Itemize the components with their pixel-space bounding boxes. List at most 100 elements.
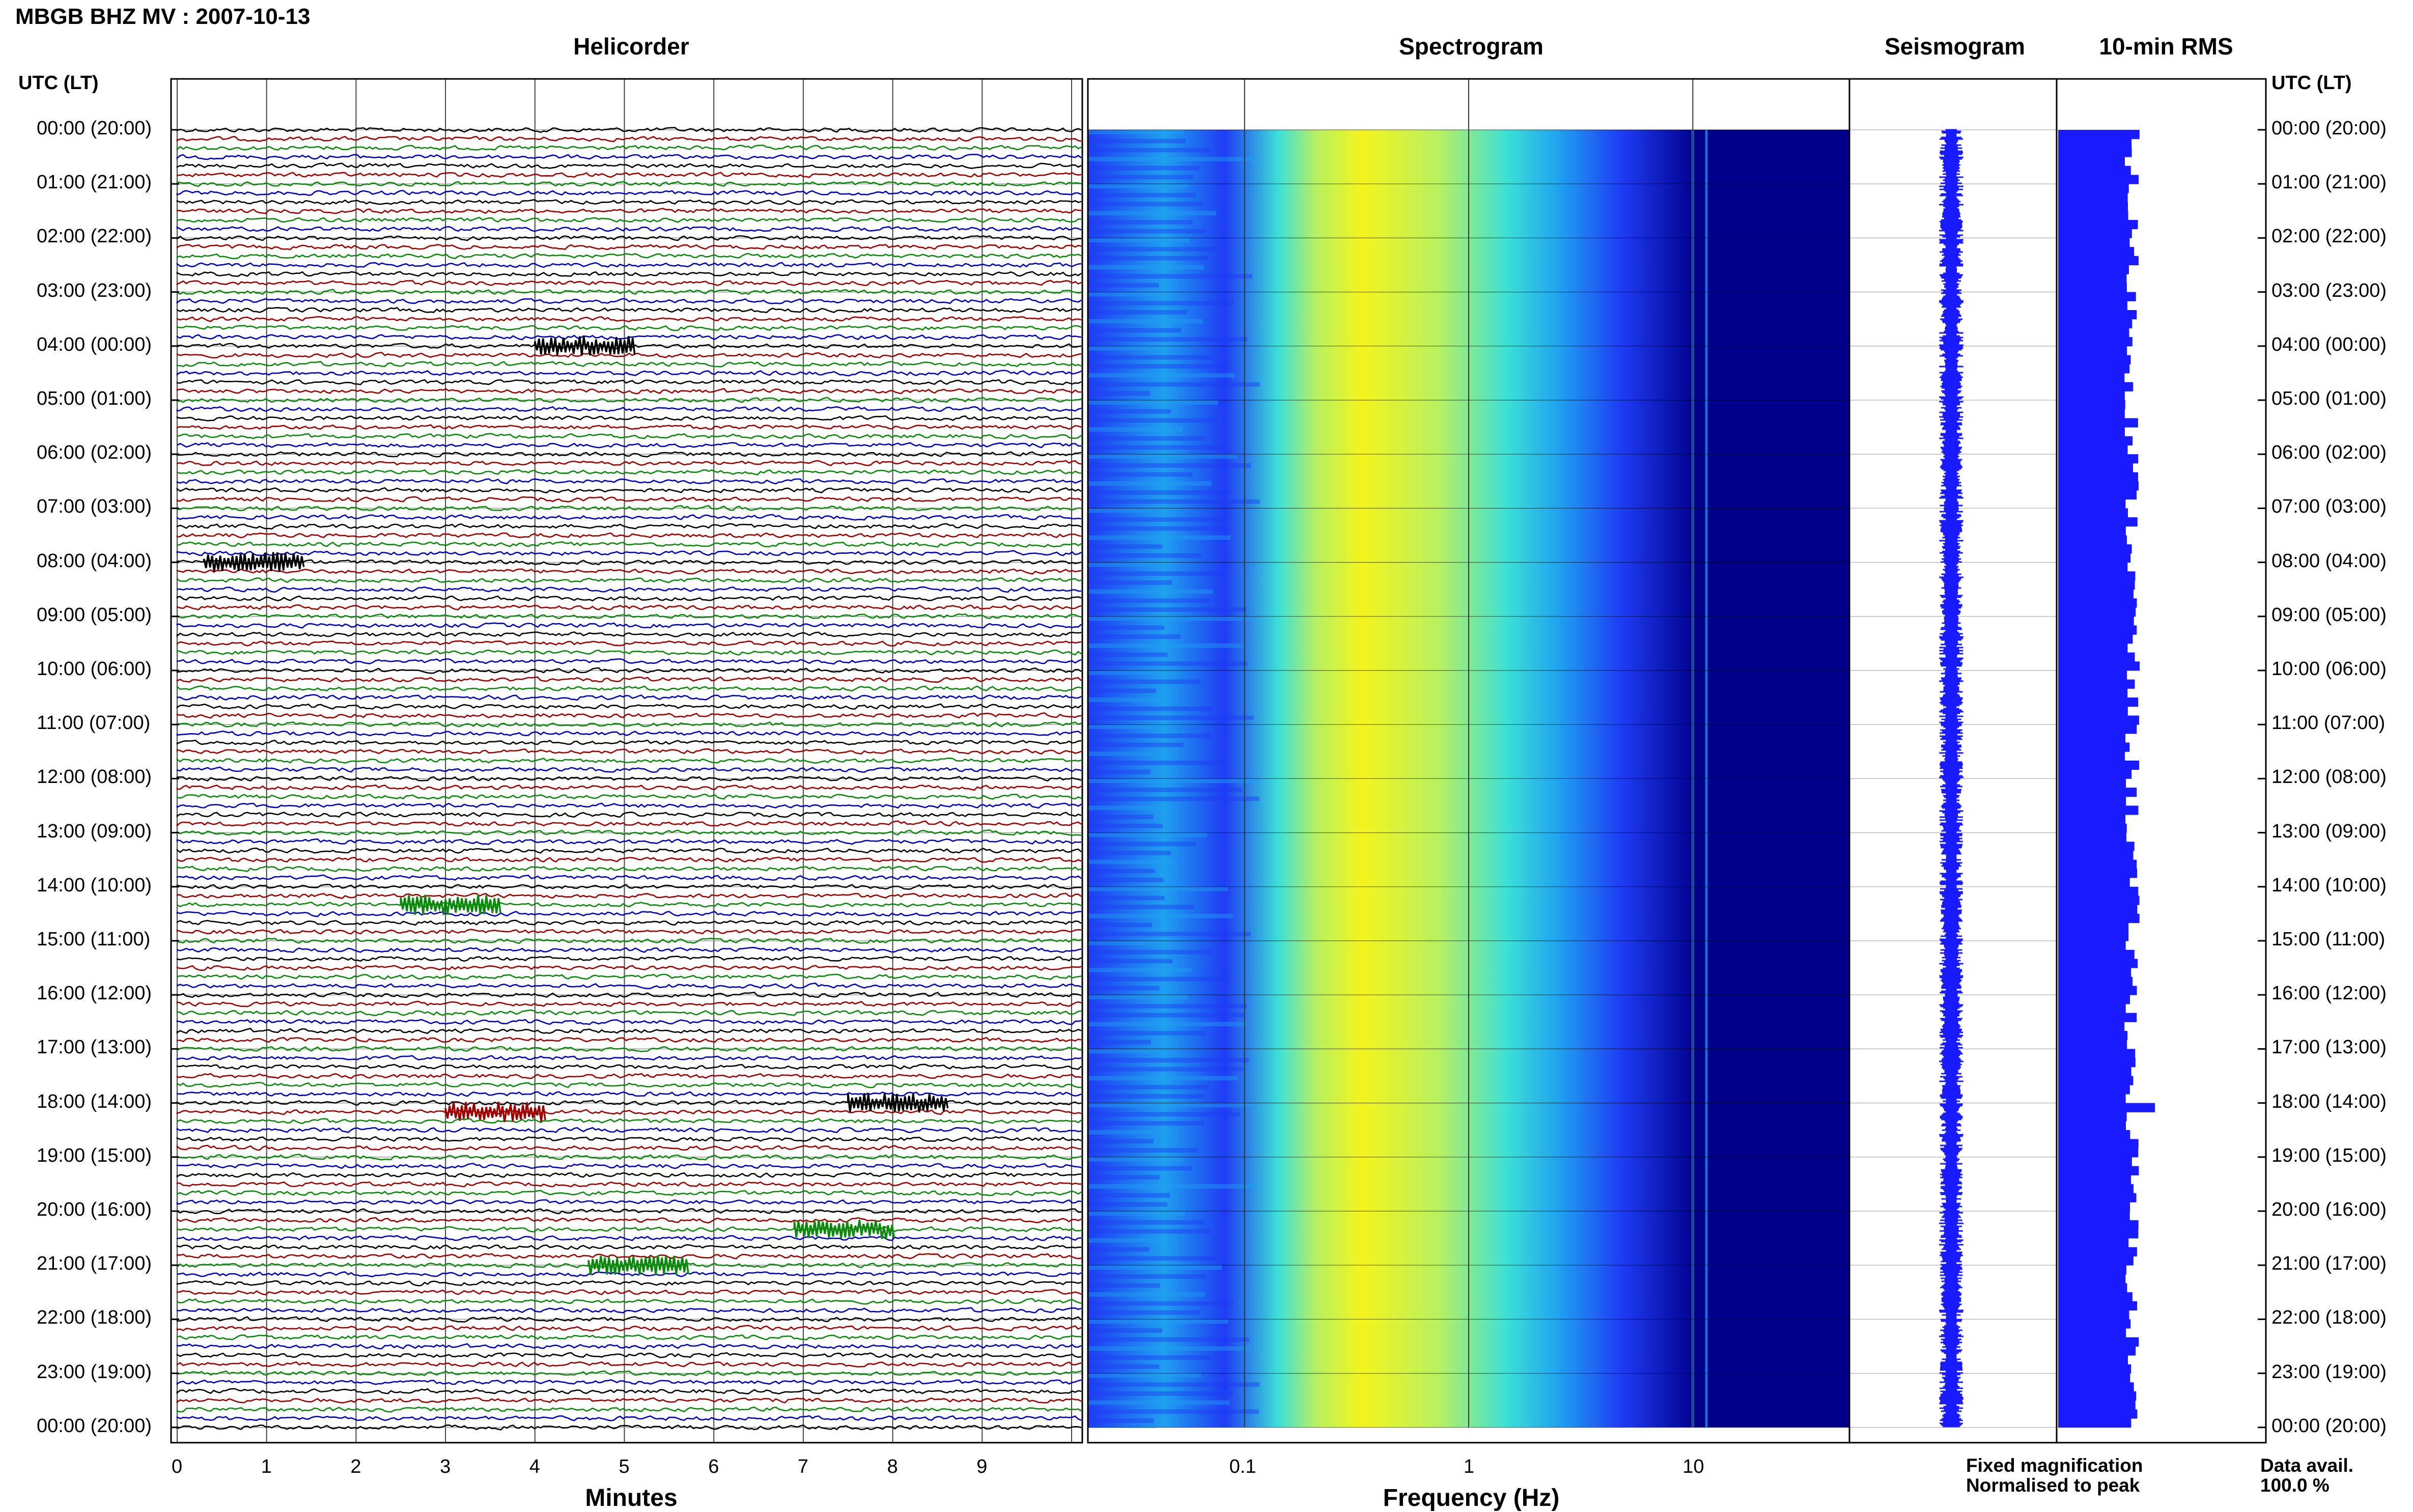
rms-bar bbox=[2058, 1373, 2130, 1383]
rms-bar bbox=[2058, 823, 2127, 833]
rms-bar bbox=[2058, 995, 2130, 1004]
rms-bar bbox=[2058, 652, 2135, 662]
helicorder-trace bbox=[176, 1217, 1082, 1224]
hour-label-right: 06:00 (02:00) bbox=[2271, 442, 2387, 464]
rms-bar bbox=[2058, 679, 2135, 689]
hour-label-left: 20:00 (16:00) bbox=[37, 1199, 152, 1220]
helicorder-trace bbox=[176, 316, 1082, 322]
helicorder-trace bbox=[176, 253, 1082, 260]
rms-bar bbox=[2058, 607, 2136, 617]
rms-bar bbox=[2058, 1121, 2126, 1131]
utc-label-right: UTC (LT) bbox=[2271, 72, 2352, 94]
helicorder-trace bbox=[176, 775, 1082, 782]
helicorder-trace bbox=[176, 388, 1081, 395]
rms-bar bbox=[2058, 968, 2131, 977]
helicorder-trace bbox=[176, 172, 1082, 178]
spectrogram-band bbox=[1088, 508, 1153, 513]
spectrogram-band bbox=[1088, 184, 1188, 189]
hour-label-left: 02:00 (22:00) bbox=[37, 226, 152, 247]
rms-bar bbox=[2058, 247, 2135, 257]
spectrogram-grid bbox=[1088, 79, 1849, 1428]
helicorder-trace bbox=[176, 496, 1082, 502]
helicorder-trace bbox=[176, 1244, 1082, 1250]
helicorder-trace bbox=[176, 802, 1082, 809]
spectrogram-band bbox=[1088, 211, 1216, 216]
hour-label-right: 04:00 (00:00) bbox=[2271, 333, 2387, 355]
rms-bar bbox=[2058, 544, 2132, 554]
helicorder-trace bbox=[176, 929, 1082, 935]
rms-bar bbox=[2058, 364, 2130, 374]
helicorder-event bbox=[534, 336, 636, 356]
rms-bar bbox=[2058, 706, 2128, 716]
helicorder-trace bbox=[176, 127, 1082, 133]
hour-label-right: 03:00 (23:00) bbox=[2271, 279, 2387, 301]
spectrogram-band bbox=[1088, 1418, 1154, 1423]
helicorder-trace bbox=[176, 856, 1082, 863]
helicorder-trace bbox=[176, 181, 1082, 187]
utc-label-left: UTC (LT) bbox=[18, 72, 99, 94]
hour-label-right: 20:00 (16:00) bbox=[2271, 1199, 2387, 1220]
rms-bar bbox=[2058, 292, 2136, 301]
helicorder-trace bbox=[176, 1325, 1082, 1332]
spectrogram-band bbox=[1088, 274, 1253, 279]
spectrogram-band bbox=[1088, 1094, 1205, 1099]
data-avail-value: 100.0 % bbox=[2260, 1475, 2330, 1496]
helicorder-trace bbox=[176, 550, 1082, 556]
spectrogram-band bbox=[1088, 445, 1221, 450]
helicorder-trace bbox=[176, 1208, 1082, 1215]
spectrogram-band bbox=[1088, 292, 1166, 297]
hour-label-right: 15:00 (11:00) bbox=[2271, 929, 2386, 950]
helicorder-trace bbox=[176, 892, 1082, 899]
helicorder-trace bbox=[176, 1307, 1082, 1313]
rms-bar bbox=[2058, 905, 2138, 914]
spectrogram-band bbox=[1088, 1067, 1243, 1072]
spectrogram-band bbox=[1088, 328, 1182, 333]
spectrogram-band bbox=[1088, 571, 1222, 576]
helicorder-trace bbox=[176, 1027, 1082, 1034]
spectrogram-band bbox=[1088, 553, 1201, 558]
rms-bar bbox=[2058, 211, 2128, 220]
rms-bar bbox=[2058, 1319, 2131, 1329]
rms-bar bbox=[2058, 481, 2139, 491]
rms-bar bbox=[2058, 346, 2127, 355]
spectrogram-band bbox=[1088, 364, 1227, 369]
helicorder-trace bbox=[176, 1009, 1082, 1017]
spectrogram-band bbox=[1088, 851, 1171, 855]
spectrogram-band bbox=[1088, 995, 1188, 1000]
spectrogram-band bbox=[1088, 733, 1211, 738]
helicorder-trace bbox=[176, 712, 1082, 719]
spectrogram-band bbox=[1088, 283, 1159, 288]
hour-label-right: 02:00 (22:00) bbox=[2271, 226, 2387, 247]
spectrogram-band bbox=[1088, 968, 1192, 972]
minute-tick-label: 5 bbox=[619, 1456, 630, 1477]
rms-bar bbox=[2058, 616, 2134, 626]
spectrogram-band bbox=[1088, 454, 1238, 459]
spectrogram-band bbox=[1088, 616, 1253, 621]
spectrogram-band bbox=[1088, 643, 1244, 648]
hour-label-left: 17:00 (13:00) bbox=[37, 1037, 152, 1058]
helicorder-trace bbox=[176, 1091, 1082, 1097]
helicorder-trace bbox=[176, 640, 1082, 647]
rms-bar bbox=[2058, 238, 2130, 247]
spectrogram-band bbox=[1088, 869, 1156, 874]
rms-bar bbox=[2058, 1202, 2130, 1212]
helicorder-trace bbox=[176, 487, 1082, 494]
rms-title: 10-min RMS bbox=[2099, 33, 2233, 60]
spectrogram-title: Spectrogram bbox=[1399, 33, 1544, 60]
rms-bar bbox=[2058, 445, 2128, 455]
rms-bar bbox=[2058, 535, 2127, 545]
rms-bar bbox=[2058, 1337, 2139, 1347]
rms-bar bbox=[2058, 715, 2139, 725]
helicorder-trace bbox=[176, 1181, 1082, 1188]
rms-bar bbox=[2058, 1382, 2134, 1392]
rms-bar bbox=[2058, 886, 2139, 896]
hour-label-right: 21:00 (17:00) bbox=[2271, 1253, 2387, 1275]
helicorder-trace bbox=[176, 298, 1082, 304]
hour-label-right: 17:00 (13:00) bbox=[2271, 1037, 2387, 1058]
rms-bar bbox=[2058, 778, 2126, 788]
helicorder-trace bbox=[176, 829, 1082, 836]
helicorder-trace bbox=[176, 1406, 1082, 1413]
helicorder-trace bbox=[176, 199, 1082, 205]
rms-bar bbox=[2058, 1076, 2134, 1085]
